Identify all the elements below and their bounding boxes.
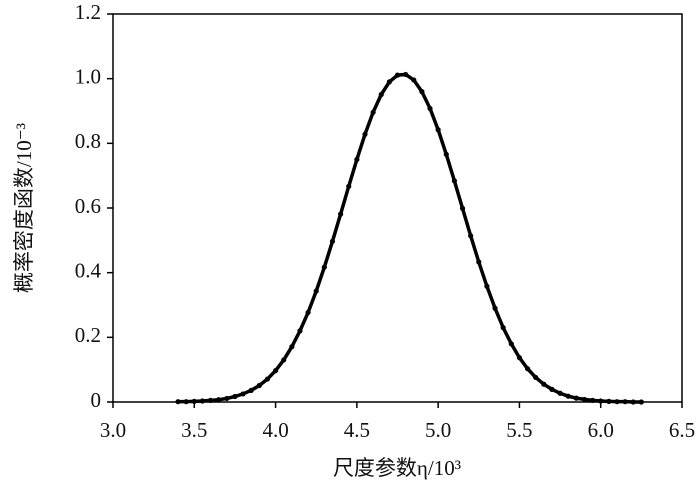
point bbox=[411, 77, 417, 83]
point bbox=[248, 387, 254, 393]
point bbox=[191, 398, 197, 404]
point bbox=[614, 399, 620, 405]
x-axis-label: 尺度参数η/10³ bbox=[333, 456, 461, 480]
point bbox=[565, 393, 571, 399]
point bbox=[297, 328, 303, 334]
y-tick-label: 0.4 bbox=[75, 258, 102, 282]
point bbox=[232, 393, 238, 400]
point bbox=[589, 397, 596, 403]
point bbox=[313, 288, 319, 294]
y-tick-label: 0 bbox=[91, 388, 102, 412]
point bbox=[598, 398, 604, 404]
point bbox=[354, 156, 360, 163]
y-tick-label: 0.2 bbox=[75, 323, 101, 347]
point bbox=[549, 386, 555, 392]
point bbox=[484, 283, 490, 289]
x-tick-label: 3.5 bbox=[181, 418, 207, 442]
point bbox=[419, 89, 425, 95]
point bbox=[386, 79, 392, 85]
point bbox=[272, 368, 279, 374]
point bbox=[476, 259, 482, 265]
point bbox=[606, 398, 612, 404]
plot-frame bbox=[112, 13, 683, 403]
point bbox=[305, 309, 311, 316]
point bbox=[541, 381, 547, 387]
point bbox=[435, 127, 441, 133]
point bbox=[533, 374, 539, 381]
point bbox=[321, 264, 327, 270]
point bbox=[289, 344, 295, 350]
point bbox=[459, 205, 466, 211]
point bbox=[329, 238, 336, 244]
point bbox=[630, 399, 636, 405]
x-tick-label: 6.5 bbox=[669, 418, 695, 442]
point bbox=[500, 325, 506, 331]
y-tick-label: 1.2 bbox=[75, 0, 101, 24]
point bbox=[403, 71, 409, 78]
point bbox=[427, 105, 433, 112]
point bbox=[443, 151, 449, 157]
point bbox=[581, 396, 588, 403]
point bbox=[378, 91, 384, 98]
y-tick-label: 1.0 bbox=[75, 64, 101, 88]
x-tick-label: 5.0 bbox=[425, 418, 451, 442]
point bbox=[370, 109, 376, 115]
point bbox=[394, 72, 401, 78]
point bbox=[264, 376, 271, 382]
point bbox=[362, 131, 368, 137]
curve bbox=[178, 72, 642, 404]
y-tick-label: 0.6 bbox=[75, 194, 101, 218]
y-axis-label: 概率密度函数/10⁻³ bbox=[12, 123, 36, 293]
point bbox=[256, 382, 262, 389]
point bbox=[638, 399, 644, 405]
point bbox=[524, 366, 531, 372]
x-tick-label: 3.0 bbox=[100, 418, 126, 442]
point bbox=[451, 178, 457, 184]
x-tick-label: 4.5 bbox=[344, 418, 370, 442]
point bbox=[557, 390, 563, 396]
point bbox=[207, 397, 214, 403]
point bbox=[240, 391, 246, 397]
point bbox=[175, 399, 181, 405]
point bbox=[199, 398, 206, 404]
point bbox=[516, 355, 523, 361]
point bbox=[468, 233, 474, 239]
point bbox=[281, 357, 287, 363]
x-tick-label: 6.0 bbox=[588, 418, 614, 442]
point bbox=[183, 399, 189, 405]
point bbox=[492, 305, 498, 311]
point bbox=[346, 183, 352, 189]
x-tick-label: 4.0 bbox=[262, 418, 288, 442]
point bbox=[622, 399, 628, 405]
point bbox=[573, 395, 579, 401]
point bbox=[224, 395, 230, 402]
point bbox=[508, 341, 514, 347]
y-tick-label: 0.8 bbox=[75, 129, 101, 153]
point bbox=[338, 211, 344, 217]
point bbox=[216, 397, 222, 403]
x-tick-label: 5.5 bbox=[506, 418, 532, 442]
